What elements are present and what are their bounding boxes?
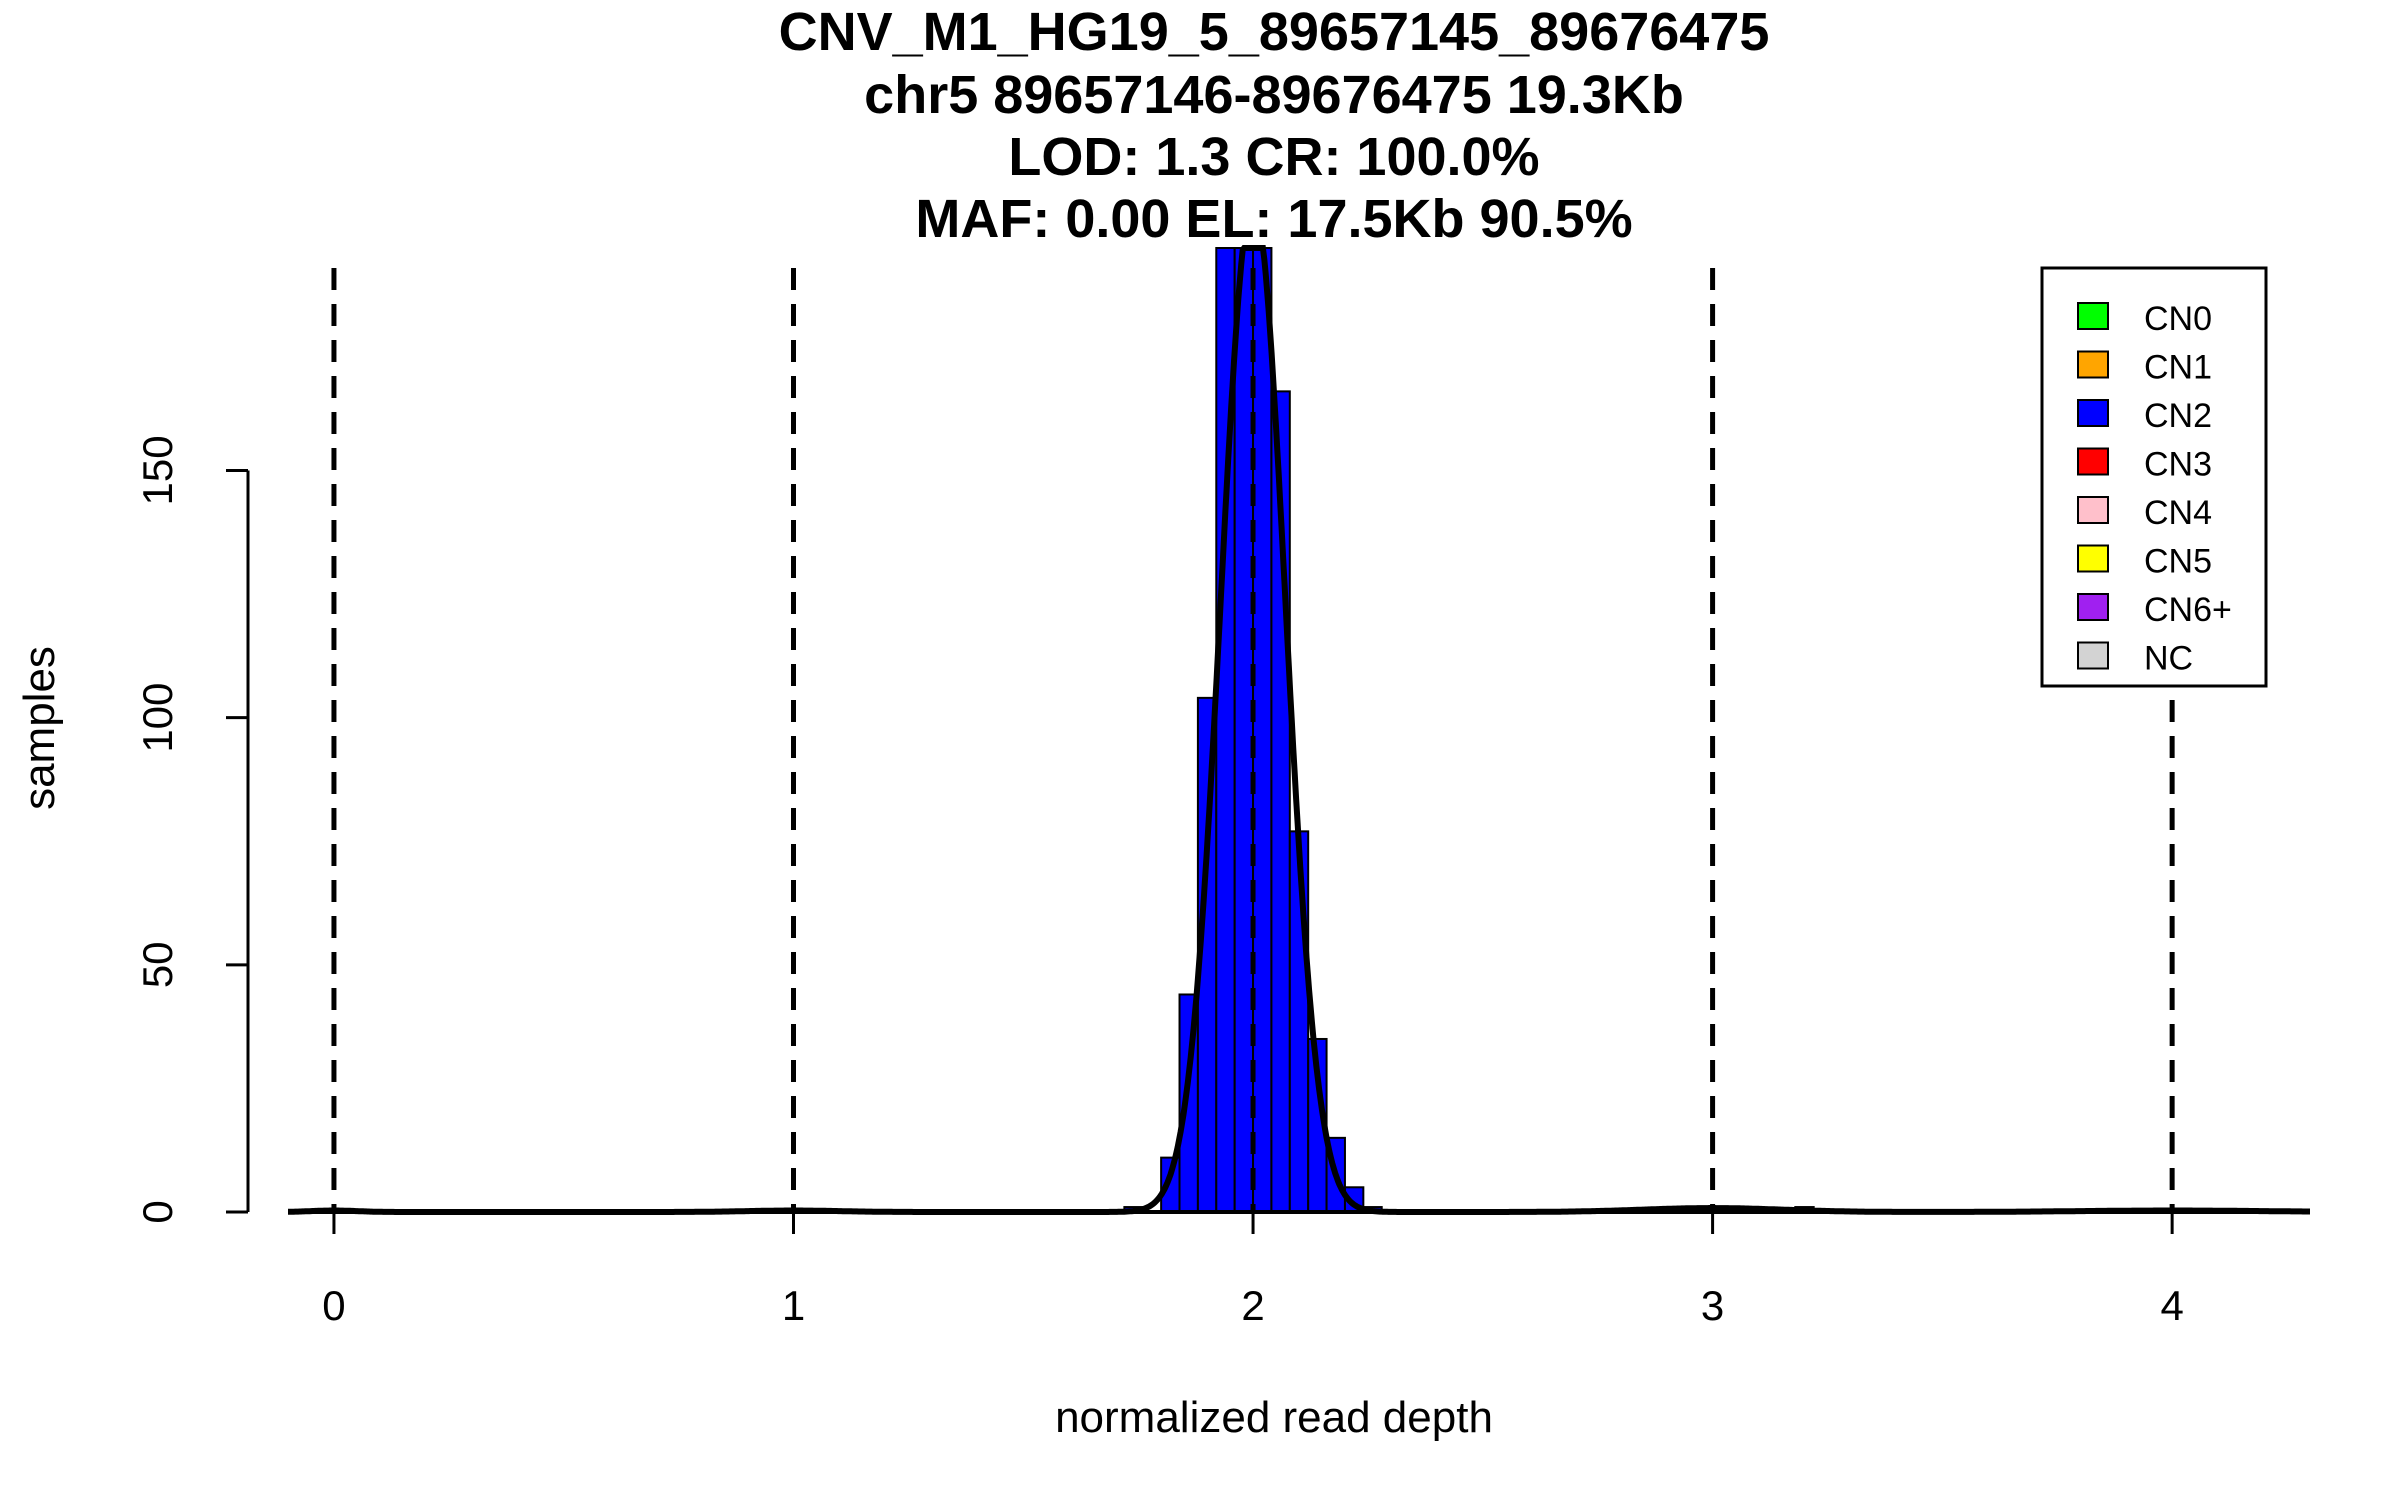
legend-swatch-cn6plus bbox=[2077, 593, 2109, 621]
y-tick-label-0: 0 bbox=[134, 1200, 181, 1223]
histogram-bar-5 bbox=[1233, 247, 1255, 1213]
legend-swatch-cn2 bbox=[2077, 399, 2109, 427]
title-line-3: LOD: 1.3 CR: 100.0% bbox=[1008, 127, 1539, 187]
legend-swatch-cn1 bbox=[2077, 350, 2109, 379]
legend-label-3: CN3 bbox=[2144, 446, 2212, 484]
histogram-bar-6 bbox=[1252, 247, 1273, 1213]
x-tick-label-1: 1 bbox=[782, 1282, 805, 1329]
title-line-4: MAF: 0.00 EL: 17.5Kb 90.5% bbox=[915, 189, 1632, 249]
legend-swatch-cn3 bbox=[2077, 447, 2109, 476]
x-axis-label: normalized read depth bbox=[1055, 1393, 1493, 1442]
plot-area bbox=[288, 245, 2310, 1215]
legend-label-1: CN1 bbox=[2144, 349, 2212, 387]
legend-label-4: CN4 bbox=[2144, 494, 2212, 532]
chart-title: CNV_M1_HG19_5_89657145_89676475 chr5 896… bbox=[779, 2, 1770, 249]
legend-label-5: CN5 bbox=[2144, 543, 2212, 581]
y-tick-label-1: 50 bbox=[134, 941, 181, 988]
legend-swatch-cn4 bbox=[2077, 496, 2109, 524]
x-tick-label-4: 4 bbox=[2160, 1282, 2183, 1329]
y-tick-label-2: 100 bbox=[134, 683, 181, 753]
x-tick-label-3: 3 bbox=[1701, 1282, 1724, 1329]
legend-label-0: CN0 bbox=[2144, 300, 2212, 338]
title-line-2: chr5 89657146-89676475 19.3Kb bbox=[864, 65, 1684, 125]
legend-swatch-nc bbox=[2077, 641, 2109, 670]
x-tick-label-2: 2 bbox=[1241, 1282, 1264, 1329]
legend-label-2: CN2 bbox=[2144, 397, 2212, 435]
legend-swatch-cn0 bbox=[2077, 302, 2109, 330]
x-tick-label-0: 0 bbox=[322, 1282, 345, 1329]
legend: CN0 CN1 CN2 CN3 CN4 CN5 CN6+ NC bbox=[2040, 266, 2268, 688]
x-axis: 0 1 2 3 4 bbox=[322, 1212, 2184, 1329]
y-axis-label: samples bbox=[15, 646, 64, 810]
legend-swatch-cn5 bbox=[2077, 544, 2109, 573]
y-axis: 0 50 100 150 bbox=[134, 435, 250, 1224]
title-line-1: CNV_M1_HG19_5_89657145_89676475 bbox=[779, 2, 1770, 62]
legend-label-7: NC bbox=[2144, 640, 2193, 678]
legend-label-6: CN6+ bbox=[2144, 591, 2232, 629]
y-tick-label-3: 150 bbox=[134, 435, 181, 505]
